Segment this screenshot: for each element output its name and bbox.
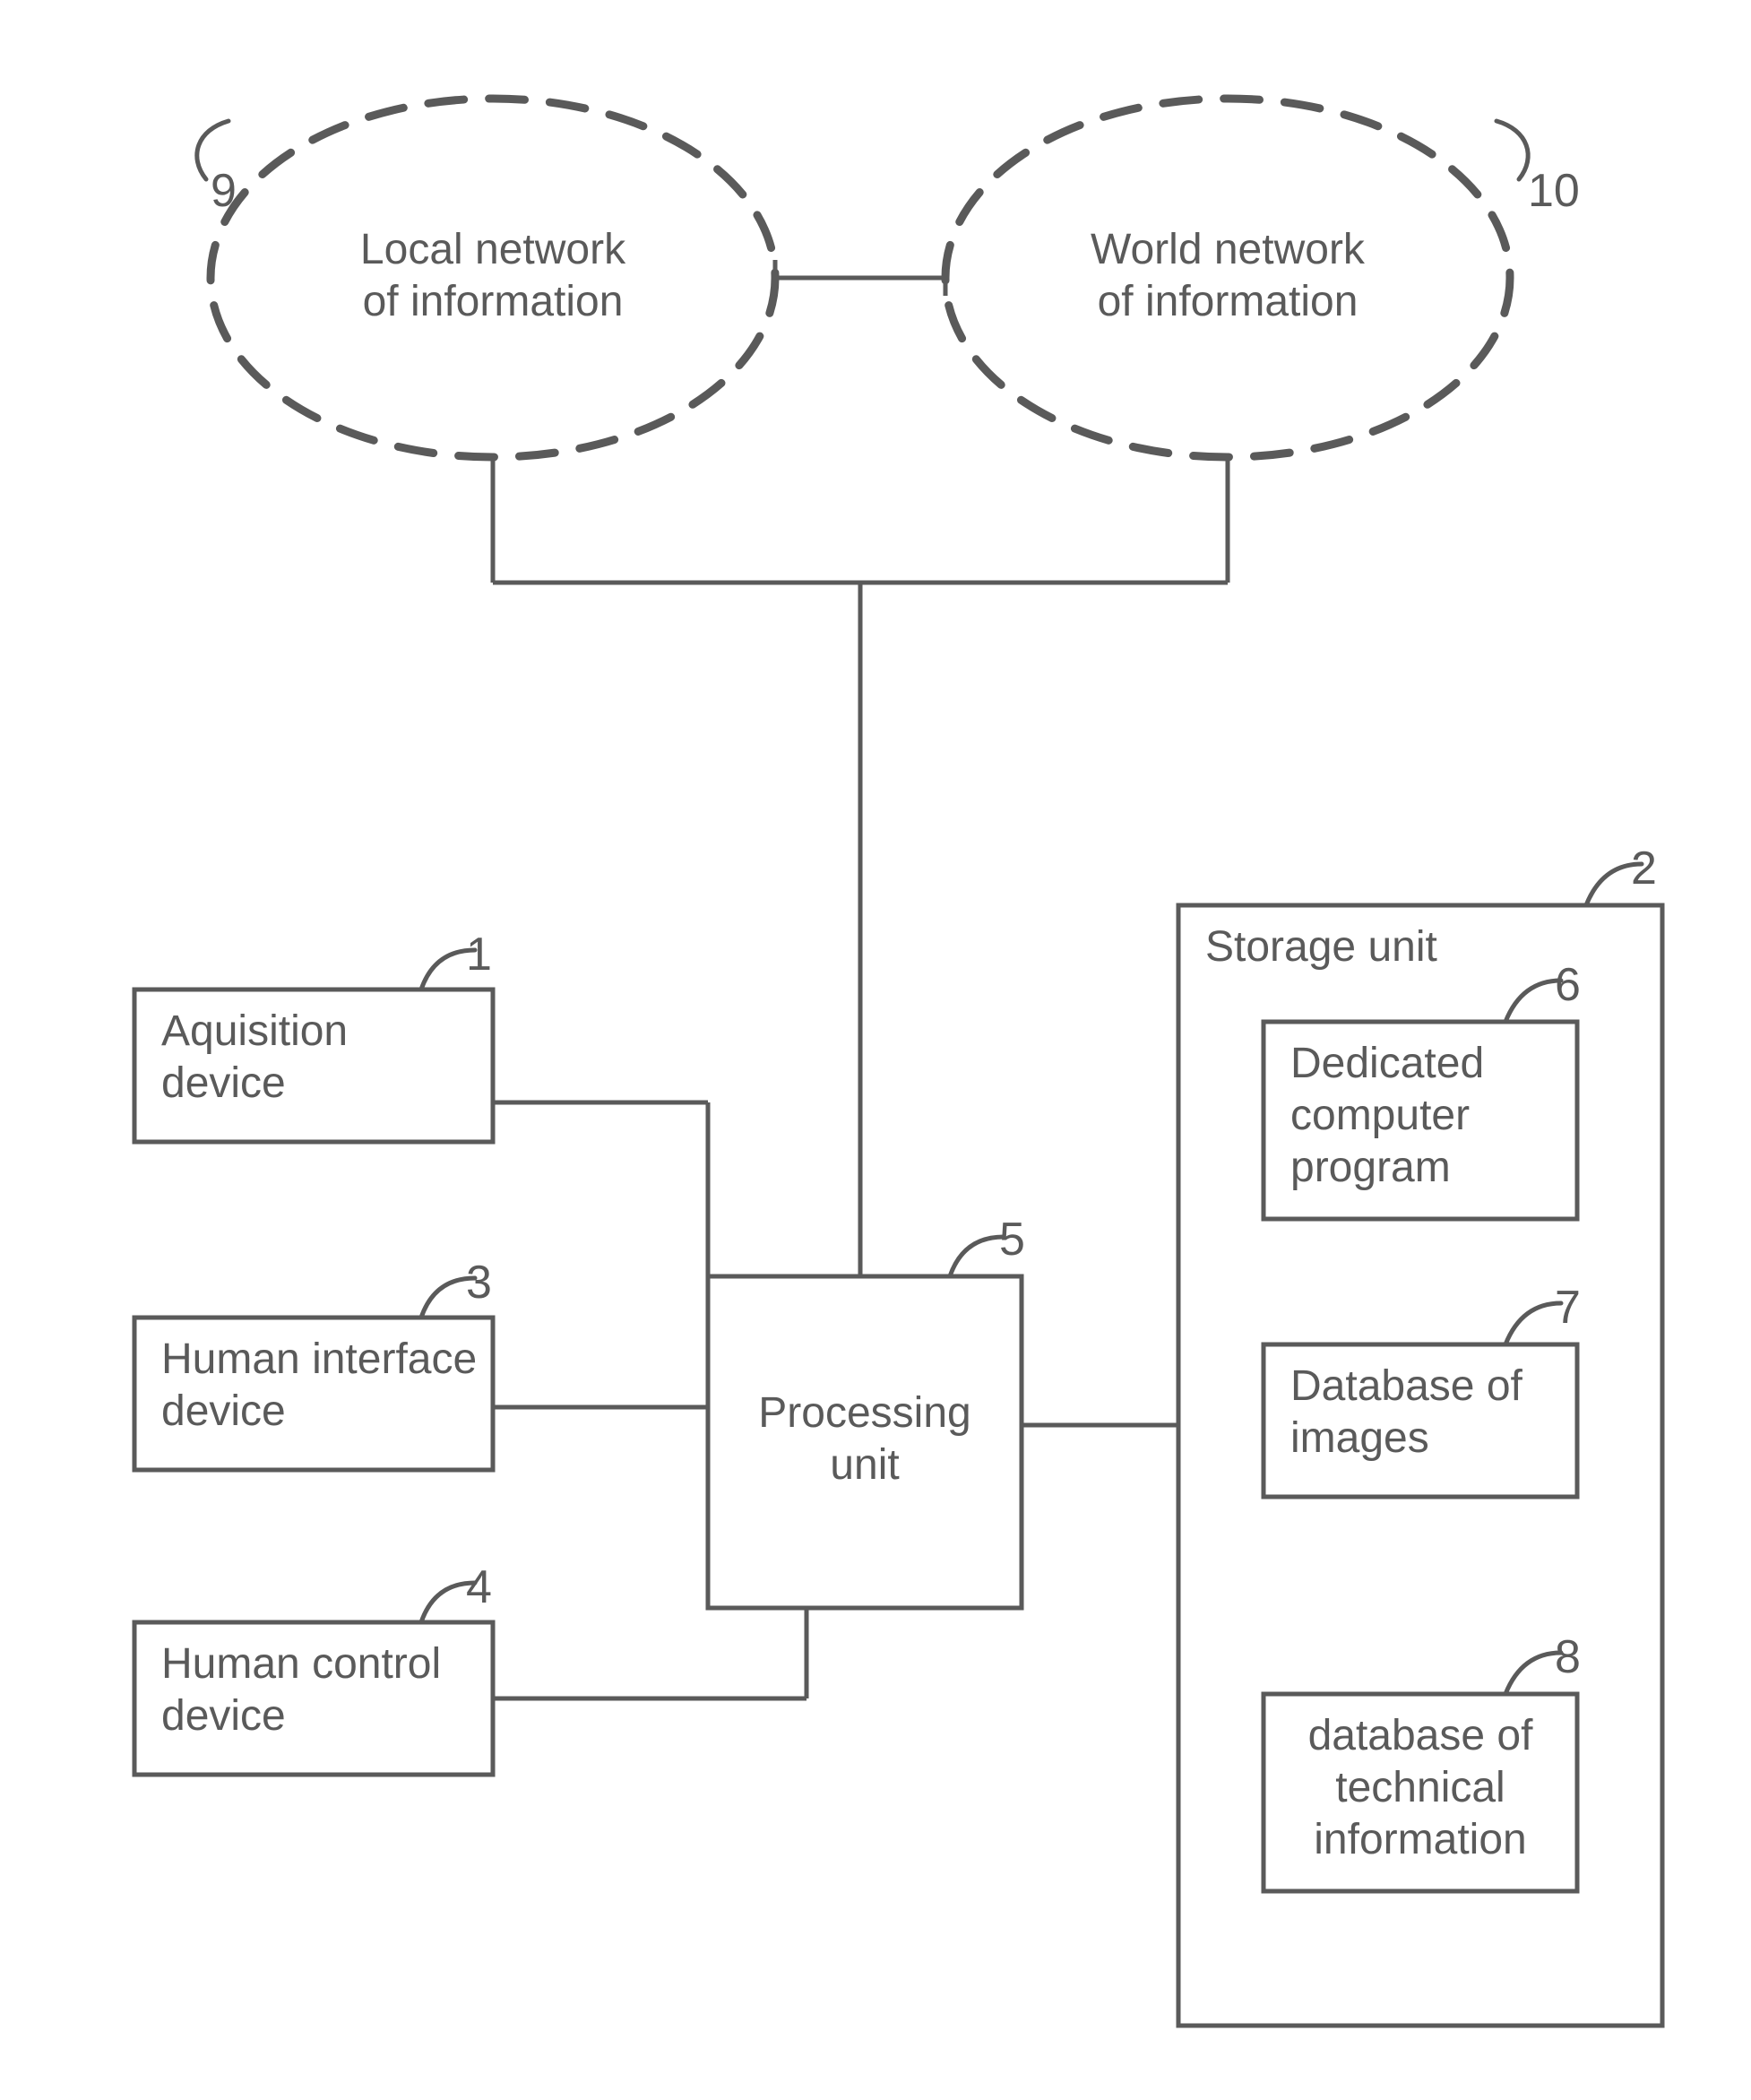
processing-unit-label-1: Processing bbox=[758, 1389, 970, 1437]
world-network-label-2: of information bbox=[1098, 278, 1359, 325]
ref-curve-6 bbox=[1505, 981, 1561, 1022]
ref-curve-7 bbox=[1505, 1303, 1561, 1344]
ref-number-9: 9 bbox=[211, 165, 237, 217]
database-technical-line1: database of bbox=[1308, 1712, 1534, 1759]
ref-number-7: 7 bbox=[1555, 1282, 1581, 1334]
world-network-label-1: World network bbox=[1091, 226, 1366, 273]
dedicated-program-line2: computer bbox=[1290, 1092, 1470, 1139]
acquisition-device-box-line2: device bbox=[161, 1059, 286, 1107]
local-network-label-1: Local network bbox=[360, 226, 626, 273]
storage-unit-title: Storage unit bbox=[1205, 923, 1437, 971]
acquisition-device-box-line1: Aquisition bbox=[161, 1007, 348, 1055]
dedicated-program-line1: Dedicated bbox=[1290, 1040, 1484, 1087]
ref-number-4: 4 bbox=[466, 1561, 492, 1613]
ref-curve-8 bbox=[1505, 1653, 1561, 1694]
ref-number-1: 1 bbox=[466, 929, 492, 981]
ref-curve-10 bbox=[1497, 121, 1528, 179]
ref-number-5: 5 bbox=[999, 1214, 1025, 1266]
ref-number-10: 10 bbox=[1528, 165, 1580, 217]
database-images-line1: Database of bbox=[1290, 1362, 1523, 1410]
dedicated-program-line3: program bbox=[1290, 1144, 1451, 1191]
ref-number-6: 6 bbox=[1555, 959, 1581, 1011]
processing-unit-label-2: unit bbox=[830, 1441, 899, 1489]
ref-curve-5 bbox=[950, 1237, 1004, 1276]
database-technical-line3: information bbox=[1314, 1816, 1526, 1863]
ref-number-8: 8 bbox=[1555, 1631, 1581, 1683]
database-technical-line2: technical bbox=[1335, 1764, 1505, 1811]
database-images-line2: images bbox=[1290, 1414, 1429, 1462]
human-control-device-box-line2: device bbox=[161, 1692, 286, 1740]
human-interface-device-box-line2: device bbox=[161, 1387, 286, 1435]
local-network-label-2: of information bbox=[363, 278, 624, 325]
ref-number-3: 3 bbox=[466, 1257, 492, 1309]
human-interface-device-box-line1: Human interface bbox=[161, 1335, 477, 1383]
human-control-device-box-line1: Human control bbox=[161, 1640, 441, 1688]
ref-number-2: 2 bbox=[1631, 843, 1657, 894]
